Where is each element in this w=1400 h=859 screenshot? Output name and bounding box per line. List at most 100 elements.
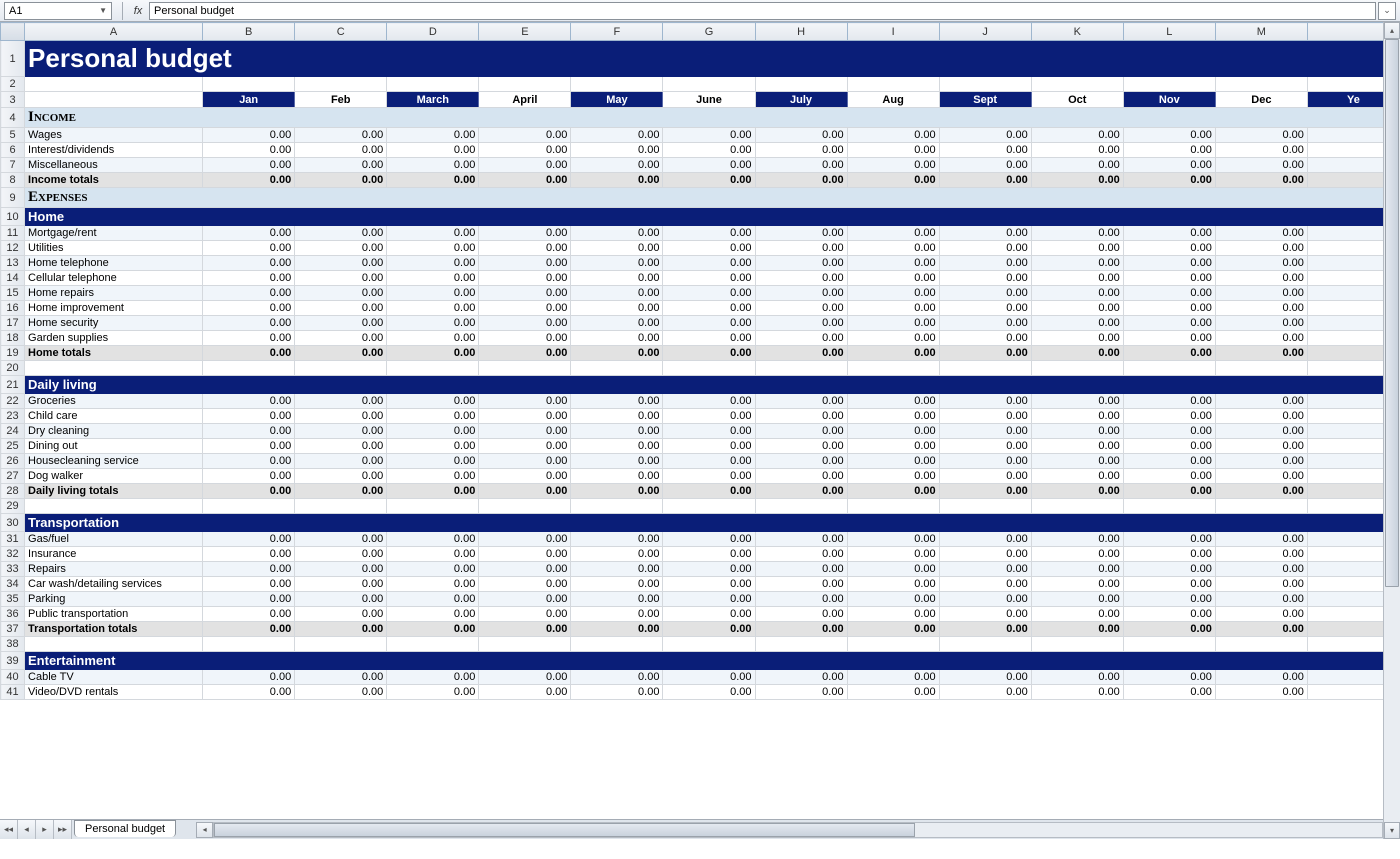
value-cell[interactable]: 0.00 <box>387 454 479 469</box>
value-cell[interactable]: 0.00 <box>203 128 295 143</box>
value-cell[interactable]: 0.00 <box>1123 547 1215 562</box>
value-cell[interactable]: 0.00 <box>295 301 387 316</box>
value-cell[interactable]: 0.00 <box>1215 394 1307 409</box>
scroll-left-button[interactable]: ◂ <box>196 822 213 838</box>
value-cell[interactable]: 0.00 <box>663 301 755 316</box>
value-cell[interactable]: 0.00 <box>571 454 663 469</box>
value-cell[interactable]: 0.00 <box>663 685 755 700</box>
value-cell[interactable]: 0.00 <box>1123 286 1215 301</box>
row-label[interactable]: Parking <box>25 592 203 607</box>
value-cell[interactable]: 0.00 <box>387 143 479 158</box>
value-cell[interactable]: 0.00 <box>387 271 479 286</box>
row-label[interactable]: Cable TV <box>25 670 203 685</box>
column-header[interactable]: H <box>755 23 847 41</box>
value-cell[interactable]: 0.00 <box>1215 241 1307 256</box>
value-cell[interactable]: 0.00 <box>1215 143 1307 158</box>
tab-nav-next[interactable]: ▸ <box>36 820 54 839</box>
value-cell[interactable]: 0.00 <box>755 301 847 316</box>
row-header[interactable]: 15 <box>1 286 25 301</box>
hscroll-thumb[interactable] <box>214 823 915 837</box>
value-cell[interactable]: 0.00 <box>663 469 755 484</box>
column-header[interactable]: K <box>1031 23 1123 41</box>
value-cell[interactable]: 0.00 <box>479 394 571 409</box>
value-cell[interactable]: 0.00 <box>479 409 571 424</box>
row-label[interactable]: Mortgage/rent <box>25 226 203 241</box>
cell[interactable] <box>203 361 295 376</box>
row-header[interactable]: 32 <box>1 547 25 562</box>
totals-cell[interactable]: 0.00 <box>387 173 479 188</box>
row-label[interactable]: Home repairs <box>25 286 203 301</box>
cell[interactable] <box>387 77 479 92</box>
value-cell[interactable]: 0.00 <box>203 394 295 409</box>
value-cell[interactable]: 0.00 <box>387 241 479 256</box>
row-label[interactable]: Utilities <box>25 241 203 256</box>
value-cell[interactable]: 0.00 <box>755 394 847 409</box>
value-cell[interactable]: 0.00 <box>571 143 663 158</box>
value-cell[interactable]: 0.00 <box>203 331 295 346</box>
row-header[interactable]: 6 <box>1 143 25 158</box>
select-all-corner[interactable] <box>1 23 25 41</box>
month-header[interactable]: Oct <box>1031 92 1123 108</box>
value-cell[interactable]: 0.00 <box>1031 143 1123 158</box>
value-cell[interactable]: 0.00 <box>387 547 479 562</box>
row-label[interactable]: Public transportation <box>25 607 203 622</box>
row-label[interactable]: Video/DVD rentals <box>25 685 203 700</box>
cell[interactable] <box>387 361 479 376</box>
value-cell[interactable]: 0.00 <box>387 331 479 346</box>
cell[interactable] <box>203 499 295 514</box>
value-cell[interactable]: 0.00 <box>479 286 571 301</box>
cell[interactable] <box>755 499 847 514</box>
value-cell[interactable]: 0.00 <box>663 454 755 469</box>
subsection-header[interactable]: Daily living <box>25 376 1400 394</box>
value-cell[interactable]: 0.00 <box>387 301 479 316</box>
cell[interactable] <box>25 77 203 92</box>
value-cell[interactable]: 0.00 <box>295 562 387 577</box>
totals-cell[interactable]: 0.00 <box>755 622 847 637</box>
cell[interactable] <box>479 499 571 514</box>
row-header[interactable]: 37 <box>1 622 25 637</box>
value-cell[interactable]: 0.00 <box>939 409 1031 424</box>
value-cell[interactable]: 0.00 <box>1215 607 1307 622</box>
totals-cell[interactable]: 0.00 <box>571 346 663 361</box>
cell[interactable] <box>295 499 387 514</box>
value-cell[interactable]: 0.00 <box>663 143 755 158</box>
row-header[interactable]: 11 <box>1 226 25 241</box>
value-cell[interactable]: 0.00 <box>1031 301 1123 316</box>
row-header[interactable]: 16 <box>1 301 25 316</box>
value-cell[interactable]: 0.00 <box>847 439 939 454</box>
value-cell[interactable]: 0.00 <box>1123 577 1215 592</box>
value-cell[interactable]: 0.00 <box>1031 226 1123 241</box>
value-cell[interactable]: 0.00 <box>939 592 1031 607</box>
value-cell[interactable]: 0.00 <box>1215 532 1307 547</box>
cell[interactable] <box>387 499 479 514</box>
column-header[interactable]: L <box>1123 23 1215 41</box>
value-cell[interactable]: 0.00 <box>1123 670 1215 685</box>
value-cell[interactable]: 0.00 <box>755 454 847 469</box>
column-header[interactable]: D <box>387 23 479 41</box>
value-cell[interactable]: 0.00 <box>755 670 847 685</box>
value-cell[interactable]: 0.00 <box>939 394 1031 409</box>
value-cell[interactable]: 0.00 <box>1123 685 1215 700</box>
value-cell[interactable]: 0.00 <box>1215 469 1307 484</box>
value-cell[interactable]: 0.00 <box>1215 331 1307 346</box>
value-cell[interactable]: 0.00 <box>387 424 479 439</box>
cell[interactable] <box>203 77 295 92</box>
totals-cell[interactable]: 0.00 <box>295 622 387 637</box>
value-cell[interactable]: 0.00 <box>939 424 1031 439</box>
value-cell[interactable]: 0.00 <box>295 685 387 700</box>
month-header[interactable]: Dec <box>1215 92 1307 108</box>
value-cell[interactable]: 0.00 <box>1215 226 1307 241</box>
month-header[interactable]: Aug <box>847 92 939 108</box>
value-cell[interactable]: 0.00 <box>571 562 663 577</box>
row-label[interactable]: Child care <box>25 409 203 424</box>
value-cell[interactable]: 0.00 <box>203 226 295 241</box>
cell[interactable] <box>203 637 295 652</box>
totals-cell[interactable]: 0.00 <box>203 484 295 499</box>
totals-cell[interactable]: 0.00 <box>203 622 295 637</box>
value-cell[interactable]: 0.00 <box>847 143 939 158</box>
value-cell[interactable]: 0.00 <box>387 562 479 577</box>
row-label[interactable]: Miscellaneous <box>25 158 203 173</box>
cell[interactable] <box>25 637 203 652</box>
value-cell[interactable]: 0.00 <box>203 256 295 271</box>
value-cell[interactable]: 0.00 <box>295 128 387 143</box>
